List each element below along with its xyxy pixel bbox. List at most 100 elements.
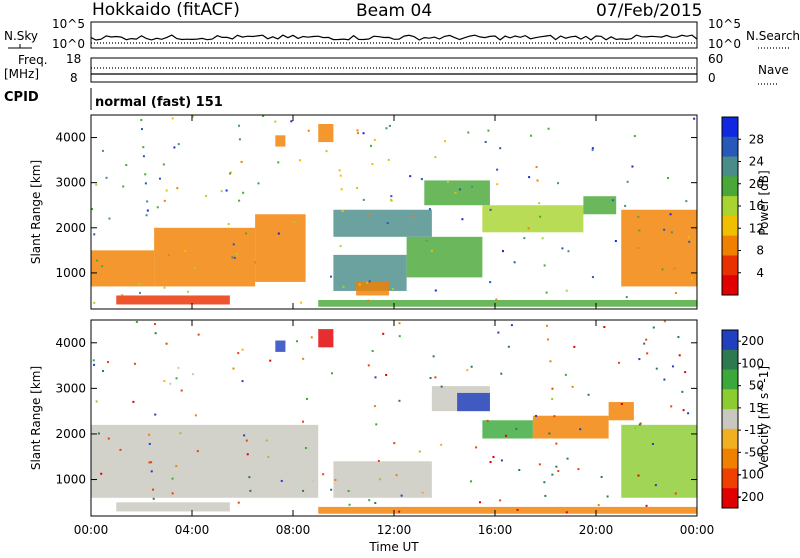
power-speckle-cell: [93, 301, 96, 304]
power-speckle-cell: [238, 199, 241, 202]
velocity-xtick-label: 00:00: [74, 523, 109, 537]
velocity-xtick-label: 04:00: [175, 523, 210, 537]
freq-right-tick-bottom: 0: [708, 71, 716, 85]
velocity-speckle-cell: [577, 468, 580, 471]
velocity-speckle-cell: [93, 363, 96, 366]
velocity-speckle-cell: [500, 459, 503, 462]
power-speckle-cell: [489, 208, 492, 211]
velocity-speckle-cell: [100, 472, 103, 475]
freq-right-tick-top: 60: [708, 52, 723, 66]
velocity-speckle-cell: [432, 355, 435, 358]
velocity-colorbar-tick-label: 50: [749, 379, 764, 393]
power-ytick-label: 2000: [55, 221, 86, 235]
velocity-speckle-cell: [510, 324, 513, 327]
velocity-speckle-cell: [600, 475, 603, 478]
power-colorbar-swatch: [722, 196, 738, 217]
velocity-speckle-cell: [148, 433, 151, 436]
velocity-colorbar-tick-label: 100: [741, 356, 764, 370]
velocity-ytick-label: 2000: [55, 427, 86, 441]
velocity-speckle-cell: [265, 439, 268, 442]
velocity-speckle-cell: [671, 365, 674, 368]
velocity-speckle-cell: [175, 465, 178, 468]
power-region: [154, 227, 256, 287]
velocity-speckle-cell: [516, 508, 519, 511]
power-speckle-cell: [277, 161, 280, 164]
power-speckle-cell: [233, 256, 236, 259]
power-ytick-label: 1000: [55, 266, 86, 280]
power-speckle-cell: [420, 178, 423, 181]
velocity-speckle-cell: [518, 468, 521, 471]
velocity-panel: 1000 2000 3000 4000 00:00 04:00 08:00 12:00 16:0…: [29, 319, 714, 554]
power-speckle-cell: [238, 138, 241, 141]
power-speckle-cell: [523, 237, 526, 240]
velocity-speckle-cell: [479, 501, 482, 504]
velocity-speckle-cell: [429, 377, 432, 380]
velocity-speckle-cell: [687, 412, 690, 415]
velocity-speckle-cell: [398, 510, 401, 513]
velocity-speckle-cell: [565, 511, 568, 514]
power-speckle-cell: [144, 182, 147, 185]
power-speckle-cell: [690, 277, 693, 280]
power-speckle-cell: [290, 120, 293, 123]
velocity-speckle-cell: [651, 442, 654, 445]
velocity-speckle-cell: [180, 389, 183, 392]
power-speckle-cell: [489, 281, 492, 284]
cpid-value: normal (fast) 151: [95, 95, 223, 110]
power-region: [318, 299, 697, 307]
power-speckle-cell: [631, 165, 634, 168]
power-axes: 1000 2000 3000 4000: [55, 115, 698, 309]
velocity-xtick-label: 12:00: [377, 523, 412, 537]
power-speckle-cell: [240, 160, 243, 163]
velocity-speckle-cell: [434, 376, 437, 379]
power-speckle-cell: [567, 250, 570, 253]
velocity-speckle-cell: [347, 490, 350, 493]
velocity-speckle-cell: [564, 373, 567, 376]
velocity-speckle-cell: [670, 405, 673, 408]
power-region: [255, 214, 306, 282]
velocity-speckle-cell: [330, 488, 333, 491]
power-colorbar-tick-label: 4: [756, 266, 764, 280]
noise-right-tick-bottom: 10^0: [708, 37, 741, 51]
power-speckle-cell: [688, 240, 691, 243]
station-title: Hokkaido (fitACF): [92, 0, 240, 20]
freq-left-tick-bottom: 8: [70, 71, 78, 85]
power-speckle-cell: [338, 169, 341, 172]
power-speckle-cell: [487, 129, 490, 132]
velocity-colorbar-tick-label: 200: [741, 334, 764, 348]
velocity-speckle-cell: [546, 338, 549, 341]
power-speckle-cell: [390, 199, 393, 202]
velocity-speckle-cell: [606, 495, 609, 498]
power-speckle-cell: [257, 182, 260, 185]
power-region: [356, 281, 389, 296]
power-speckle-cell: [373, 138, 376, 141]
power-speckle-cell: [171, 117, 174, 120]
velocity-speckle-cell: [645, 504, 648, 507]
velocity-region: [116, 502, 230, 512]
velocity-speckle-cell: [551, 397, 554, 400]
velocity-speckle-cell: [579, 428, 582, 431]
velocity-speckle-cell: [169, 382, 172, 385]
velocity-region: [482, 420, 533, 439]
velocity-speckle-cell: [249, 489, 252, 492]
velocity-speckle-cell: [302, 420, 305, 423]
velocity-speckle-cell: [492, 455, 495, 458]
power-speckle-cell: [108, 217, 111, 220]
velocity-speckle-cell: [237, 501, 240, 504]
velocity-speckle-cell: [241, 380, 244, 383]
velocity-speckle-cell: [148, 442, 151, 445]
velocity-speckle-cell: [148, 461, 151, 464]
power-speckle-cell: [673, 267, 676, 270]
power-region: [406, 236, 483, 278]
power-colorbar-swatch: [722, 136, 738, 158]
freq-panel: Freq. [MHz] 18 8 60 0 Nave: [4, 52, 789, 85]
velocity-speckle-cell: [348, 503, 351, 506]
power-speckle-cell: [614, 239, 617, 242]
power-speckle-cell: [93, 233, 96, 236]
power-speckle-cell: [661, 268, 664, 271]
power-speckle-cell: [446, 180, 449, 183]
velocity-speckle-cell: [393, 442, 396, 445]
power-colorbar-tick-label: 28: [749, 132, 764, 146]
power-colorbar-tick-label: 20: [749, 177, 764, 191]
power-speckle-cell: [557, 182, 560, 185]
power-speckle-cell: [638, 229, 641, 232]
